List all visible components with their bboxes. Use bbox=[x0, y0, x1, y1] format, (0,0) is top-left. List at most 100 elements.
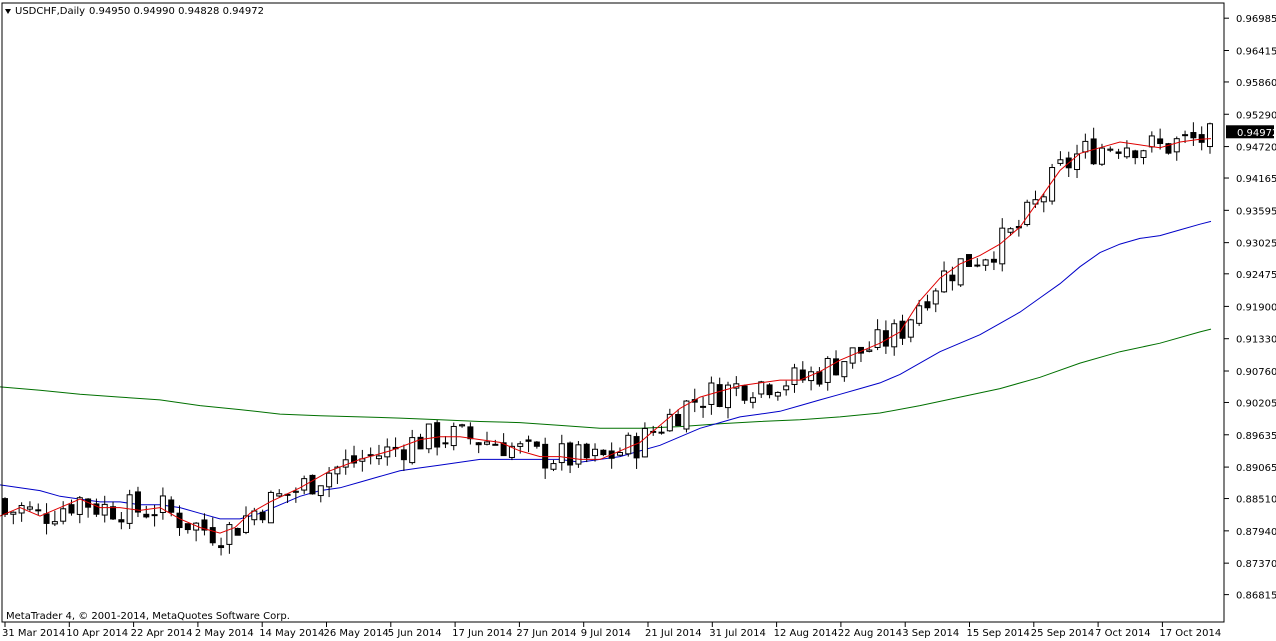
y-tick-label: 0.90205 bbox=[1236, 398, 1276, 409]
x-tick-label: 15 Sep 2014 bbox=[967, 628, 1030, 639]
candle-body bbox=[234, 528, 241, 536]
candle-body bbox=[575, 444, 582, 465]
x-tick-label: 17 Jun 2014 bbox=[452, 628, 512, 639]
ma-fast-line bbox=[0, 138, 1212, 534]
candle-body bbox=[409, 437, 416, 464]
candle-body bbox=[567, 442, 574, 466]
candle-body bbox=[833, 358, 840, 376]
candle-body bbox=[60, 508, 67, 522]
y-tick-label: 0.90760 bbox=[1236, 367, 1276, 378]
candle-body bbox=[2, 498, 8, 515]
candle-body bbox=[176, 512, 183, 529]
candle-body bbox=[666, 413, 673, 432]
candle-body bbox=[517, 443, 524, 447]
candle-body bbox=[425, 423, 432, 450]
candle-body bbox=[76, 497, 83, 515]
candlestick-series bbox=[2, 122, 1213, 556]
candle-body bbox=[1157, 138, 1164, 145]
candle-body bbox=[1115, 151, 1122, 154]
candle-body bbox=[625, 434, 632, 455]
candle-body bbox=[10, 511, 17, 515]
x-tick-label: 22 Apr 2014 bbox=[131, 628, 193, 639]
y-tick-label: 0.93025 bbox=[1236, 239, 1276, 250]
candle-body bbox=[1182, 134, 1189, 137]
candle-body bbox=[1098, 147, 1105, 165]
candle-body bbox=[218, 545, 225, 549]
candle-body bbox=[716, 384, 723, 407]
x-tick-label: 9 Jul 2014 bbox=[581, 628, 631, 639]
candle-body bbox=[475, 442, 482, 446]
candle-body bbox=[151, 514, 158, 517]
candle-body bbox=[1090, 138, 1097, 165]
y-tick-label: 0.87940 bbox=[1236, 527, 1276, 538]
candle-body bbox=[184, 523, 191, 531]
candle-body bbox=[134, 491, 141, 513]
candle-body bbox=[459, 424, 466, 427]
candle-body bbox=[783, 385, 790, 391]
candle-body bbox=[916, 305, 923, 324]
candle-body bbox=[907, 319, 914, 338]
x-tick-label: 5 Jun 2014 bbox=[388, 628, 442, 639]
time-axis: 31 Mar 2014 10 Apr 2014 22 Apr 2014 2 May 2… bbox=[2, 622, 1221, 639]
y-tick-label: 0.89065 bbox=[1236, 463, 1276, 474]
candle-body bbox=[317, 485, 324, 497]
x-tick-label: 7 Oct 2014 bbox=[1095, 628, 1150, 639]
candle-body bbox=[658, 431, 665, 434]
x-tick-label: 22 Aug 2014 bbox=[838, 628, 902, 639]
candle-body bbox=[683, 400, 690, 430]
candle-body bbox=[525, 439, 532, 442]
candle-body bbox=[226, 524, 233, 545]
candle-body bbox=[26, 506, 33, 510]
candle-body bbox=[1198, 134, 1205, 143]
candle-body bbox=[201, 519, 208, 531]
chevron-down-icon[interactable] bbox=[5, 9, 11, 14]
copyright-label: MetaTrader 4, © 2001-2014, MetaQuotes So… bbox=[6, 611, 290, 622]
candle-body bbox=[874, 329, 881, 348]
x-tick-label: 3 Sep 2014 bbox=[902, 628, 959, 639]
candle-body bbox=[276, 493, 283, 497]
x-tick-label: 31 Mar 2014 bbox=[2, 628, 65, 639]
x-tick-label: 25 Sep 2014 bbox=[1031, 628, 1094, 639]
candle-body bbox=[866, 349, 873, 352]
candle-body bbox=[758, 381, 765, 395]
x-tick-label: 26 May 2014 bbox=[324, 628, 389, 639]
y-tick-label: 0.89635 bbox=[1236, 431, 1276, 442]
candle-body bbox=[1057, 159, 1064, 164]
y-tick-label: 0.95290 bbox=[1236, 110, 1276, 121]
candle-body bbox=[533, 441, 540, 447]
candle-body bbox=[1140, 150, 1147, 158]
ma-fast-path bbox=[0, 138, 1212, 534]
candle-body bbox=[675, 413, 682, 427]
y-tick-label: 0.92475 bbox=[1236, 270, 1276, 281]
candle-body bbox=[209, 527, 216, 544]
symbol-label: USDCHF,Daily bbox=[15, 6, 85, 17]
candle-body bbox=[110, 506, 117, 520]
candle-body bbox=[616, 452, 623, 456]
candle-body bbox=[450, 425, 457, 447]
candle-body bbox=[791, 367, 798, 385]
candle-body bbox=[484, 441, 490, 445]
svg-text:0.94972: 0.94972 bbox=[1237, 128, 1276, 139]
candle-body bbox=[243, 515, 249, 533]
ma-slow-path bbox=[0, 328, 1212, 429]
candle-body bbox=[1040, 196, 1047, 203]
candle-body bbox=[1165, 143, 1172, 154]
x-tick-label: 10 Apr 2014 bbox=[66, 628, 128, 639]
candle-body bbox=[741, 385, 748, 401]
candle-body bbox=[1024, 201, 1031, 226]
candle-body bbox=[334, 466, 341, 475]
ohlc-label: 0.94950 0.94990 0.94828 0.94972 bbox=[89, 6, 264, 17]
candle-body bbox=[949, 274, 956, 282]
candle-body bbox=[51, 521, 58, 525]
candle-body bbox=[259, 511, 266, 521]
candle-body bbox=[558, 443, 565, 464]
candle-body bbox=[508, 445, 515, 458]
candle-body bbox=[292, 490, 299, 493]
x-tick-label: 2 May 2014 bbox=[195, 628, 254, 639]
candle-body bbox=[600, 449, 607, 456]
y-tick-label: 0.91900 bbox=[1236, 302, 1276, 313]
candle-body bbox=[417, 436, 424, 450]
ma-slow-line bbox=[0, 328, 1212, 429]
